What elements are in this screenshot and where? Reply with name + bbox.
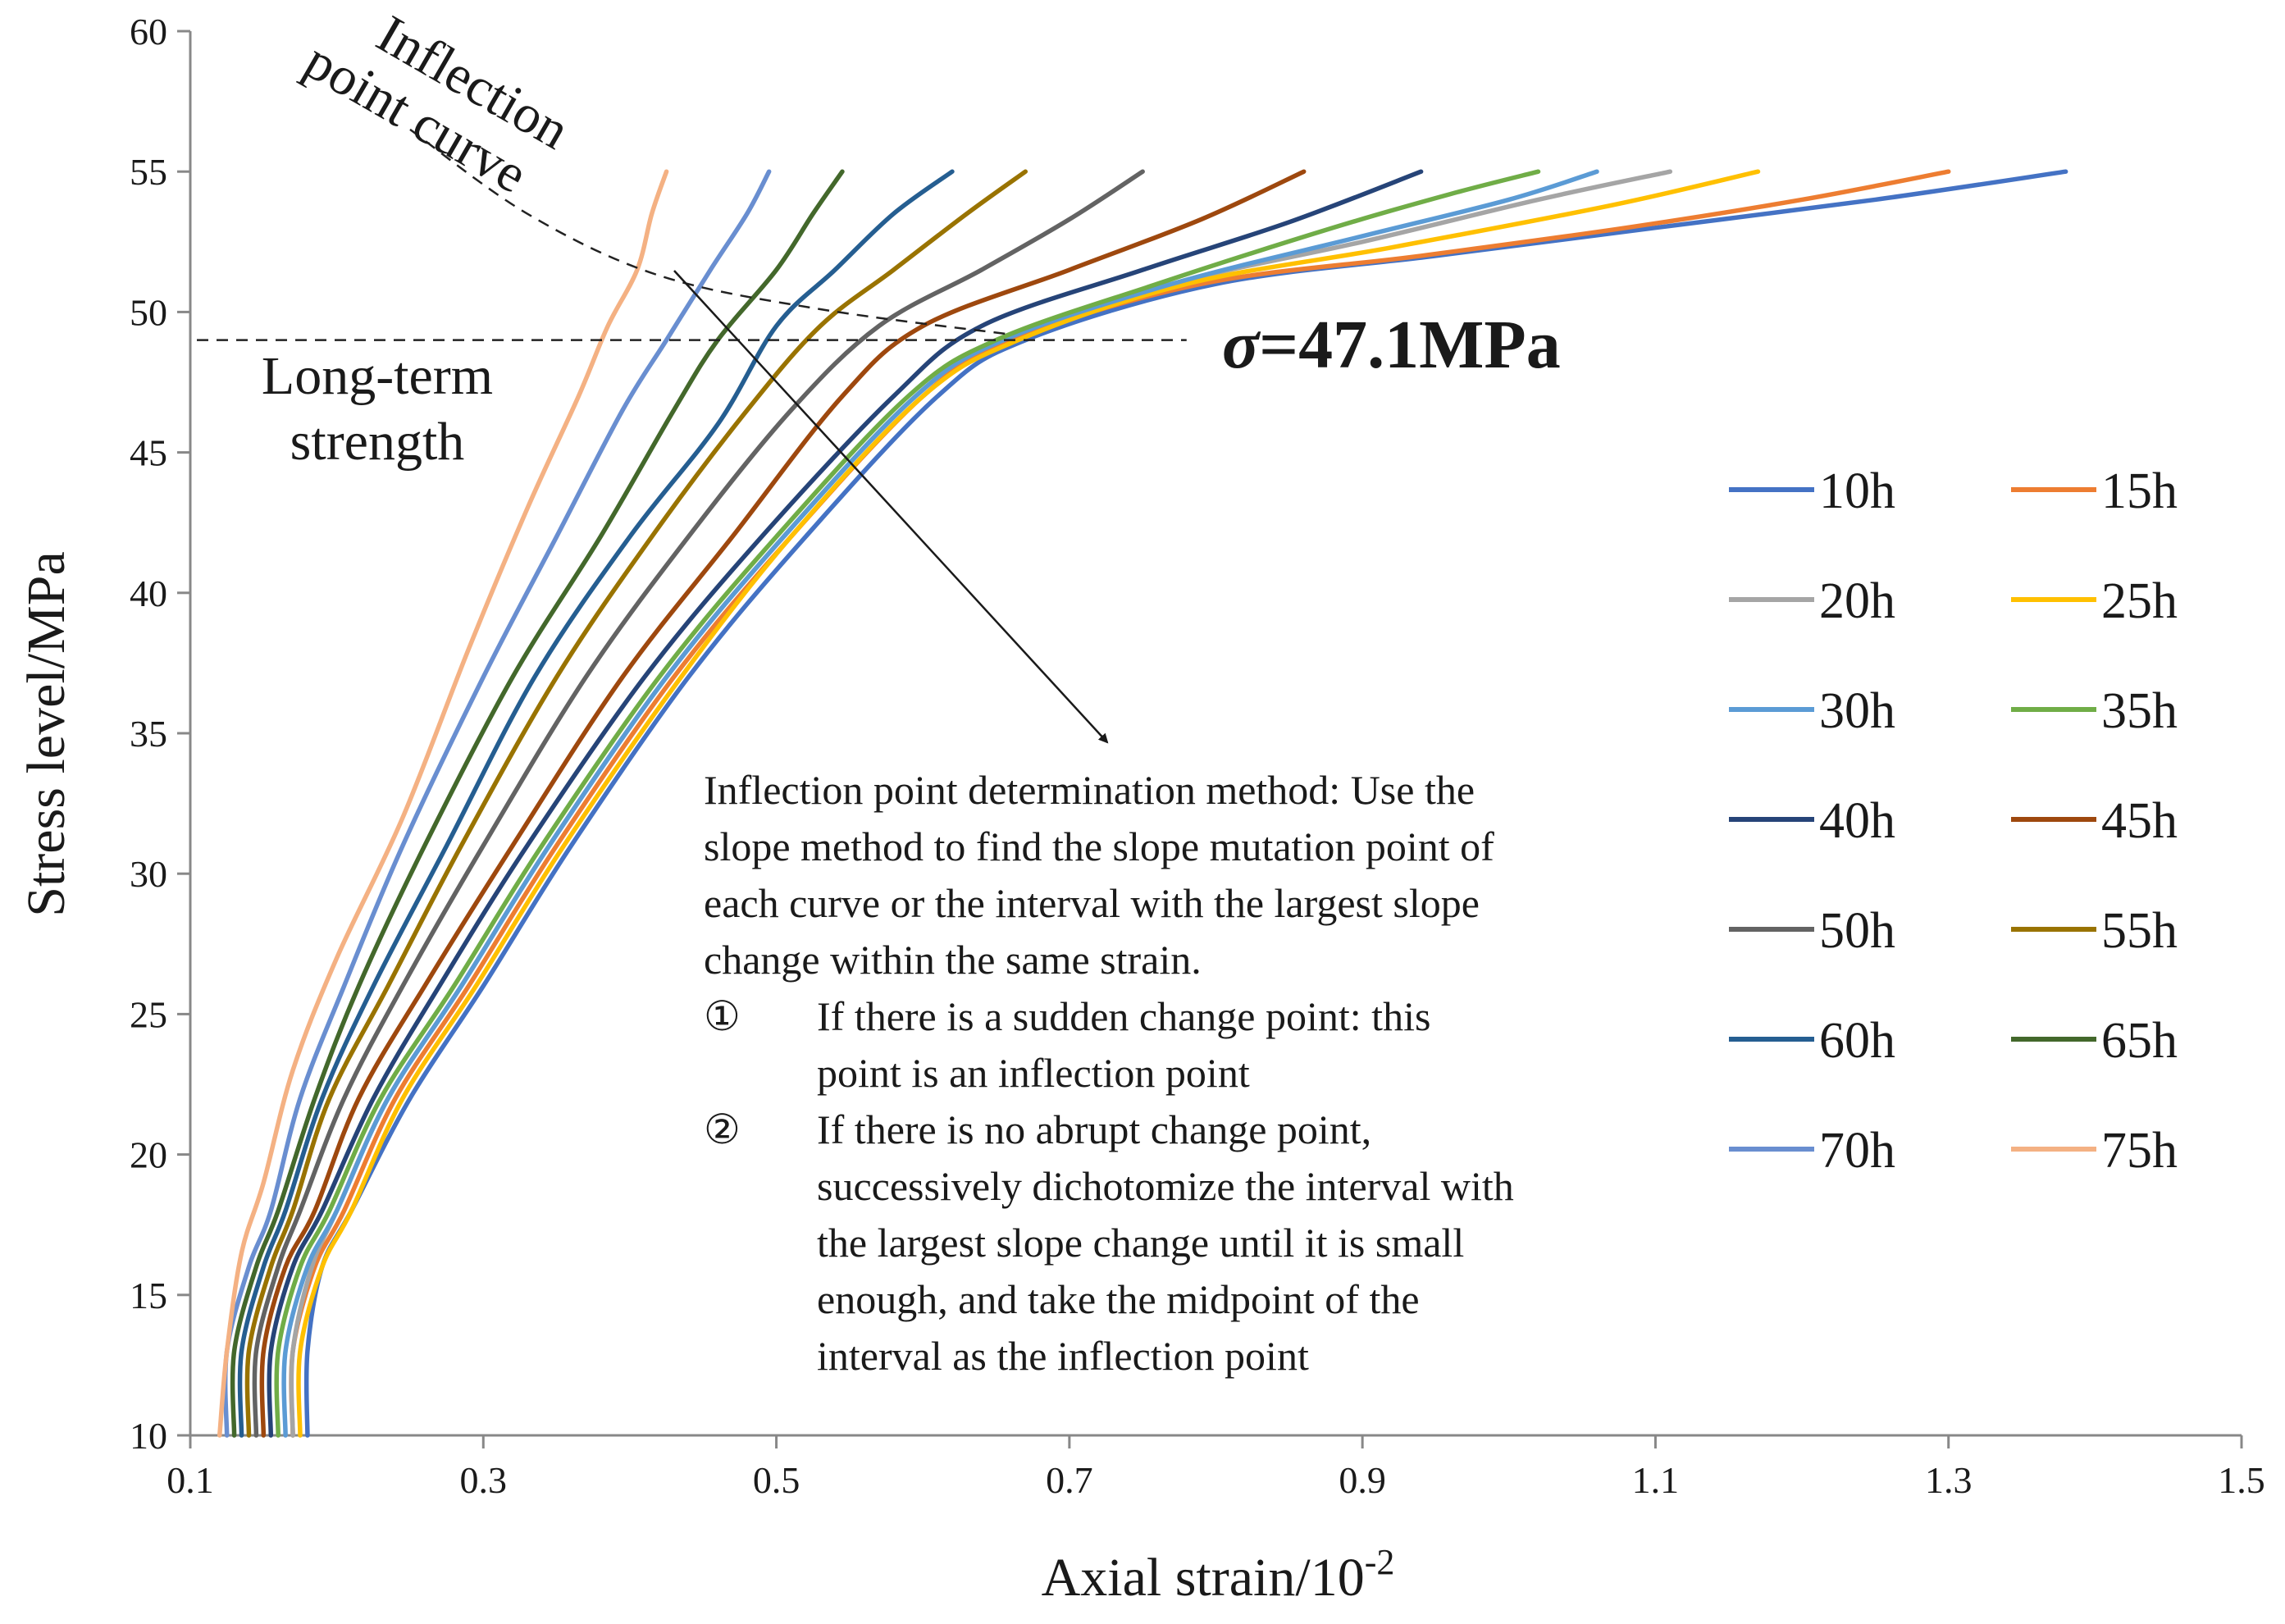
series-line-25h (296, 169, 1761, 1438)
x-tick-label: 0.7 (1046, 1459, 1093, 1501)
legend-label-50h: 50h (1819, 903, 1895, 959)
y-tick-label: 60 (130, 11, 167, 52)
y-tick-label: 40 (130, 573, 167, 614)
sigma-label: σ=47.1MPa (1222, 307, 1561, 383)
legend-label-45h: 45h (2101, 793, 2178, 849)
note-item-line: interval as the inflection point (817, 1333, 1309, 1379)
y-tick-label: 10 (130, 1415, 167, 1457)
note-item-marker: ② (704, 1106, 741, 1152)
annotation-layer: Inflection point curve Long-term strengt… (197, 0, 1561, 1379)
legend: 10h 15h 20h 25h 30h 35h 40h 45h 50h 55h 60h 65h 70h 7… (1729, 463, 2178, 1179)
note-item-line: the largest slope change until it is sma… (817, 1220, 1464, 1266)
legend-label-40h: 40h (1819, 793, 1895, 849)
x-tick-label: 1.5 (2218, 1459, 2265, 1501)
legend-label-15h: 15h (2101, 463, 2178, 519)
series-line-70h (222, 169, 772, 1438)
legend-label-75h: 75h (2101, 1123, 2178, 1179)
legend-label-65h: 65h (2101, 1013, 2178, 1069)
series-layer (217, 169, 2068, 1438)
legend-label-60h: 60h (1819, 1013, 1895, 1069)
y-tick-label: 20 (130, 1134, 167, 1176)
x-tick-label: 0.5 (753, 1459, 800, 1501)
note-line: change within the same strain. (704, 937, 1202, 983)
y-axis-title: Stress level/MPa (16, 551, 76, 916)
x-tick-label: 0.3 (460, 1459, 508, 1501)
y-tick-label: 35 (130, 713, 167, 755)
series-line-35h (274, 169, 1541, 1438)
y-tick-label: 55 (130, 151, 167, 193)
series-line-75h (217, 169, 669, 1438)
series-line-60h (237, 169, 955, 1438)
x-ticks: 0.1 0.3 0.5 0.7 0.9 1.1 1.3 1.5 (166, 1435, 2265, 1501)
note-line: Inflection point determination method: U… (704, 767, 1475, 813)
note-item-line: If there is no abrupt change point, (817, 1106, 1371, 1152)
x-axis-title: Axial strain/10-2 (1042, 1542, 1395, 1608)
legend-label-20h: 20h (1819, 573, 1895, 629)
note-item-line: point is an inflection point (817, 1050, 1250, 1096)
inflection-method-note: Inflection point determination method: U… (704, 767, 1514, 1379)
series-line-65h (230, 169, 845, 1438)
legend-label-25h: 25h (2101, 573, 2178, 629)
series-line-50h (252, 169, 1145, 1438)
y-tick-label: 15 (130, 1275, 167, 1316)
x-tick-label: 0.1 (166, 1459, 214, 1501)
legend-label-55h: 55h (2101, 903, 2178, 959)
series-line-55h (244, 169, 1028, 1438)
note-item-line: enough, and take the midpoint of the (817, 1276, 1420, 1322)
long-term-label-line1: Long-term (262, 346, 493, 406)
series-line-45h (259, 169, 1307, 1438)
legend-label-10h: 10h (1819, 463, 1895, 519)
inflection-curve-label: Inflection point curve (295, 0, 591, 219)
note-line: slope method to find the slope mutation … (704, 823, 1494, 869)
note-item-line: successively dichotomize the interval wi… (817, 1163, 1514, 1209)
y-ticks: 10 15 20 25 30 35 40 45 50 55 60 (130, 11, 190, 1457)
x-tick-label: 1.1 (1632, 1459, 1680, 1501)
legend-label-35h: 35h (2101, 683, 2178, 739)
x-tick-label: 0.9 (1339, 1459, 1386, 1501)
legend-label-30h: 30h (1819, 683, 1895, 739)
axes: 0.1 0.3 0.5 0.7 0.9 1.1 1.3 1.5 10 15 20 25 30 35 40 4… (130, 11, 2265, 1501)
y-tick-label: 25 (130, 993, 167, 1035)
legend-label-70h: 70h (1819, 1123, 1895, 1179)
pointer-arrow (673, 270, 1109, 744)
note-line: each curve or the interval with the larg… (704, 880, 1480, 926)
series-line-30h (281, 169, 1599, 1438)
y-tick-label: 30 (130, 853, 167, 895)
long-term-label-line2: strength (290, 412, 465, 472)
series-line-40h (267, 169, 1424, 1438)
note-item-line: If there is a sudden change point: this (817, 993, 1430, 1039)
inflection-point-curve (409, 128, 1011, 336)
x-tick-label: 1.3 (1925, 1459, 1973, 1501)
y-tick-label: 50 (130, 291, 167, 333)
y-tick-label: 45 (130, 432, 167, 474)
note-item-marker: ① (704, 993, 741, 1039)
